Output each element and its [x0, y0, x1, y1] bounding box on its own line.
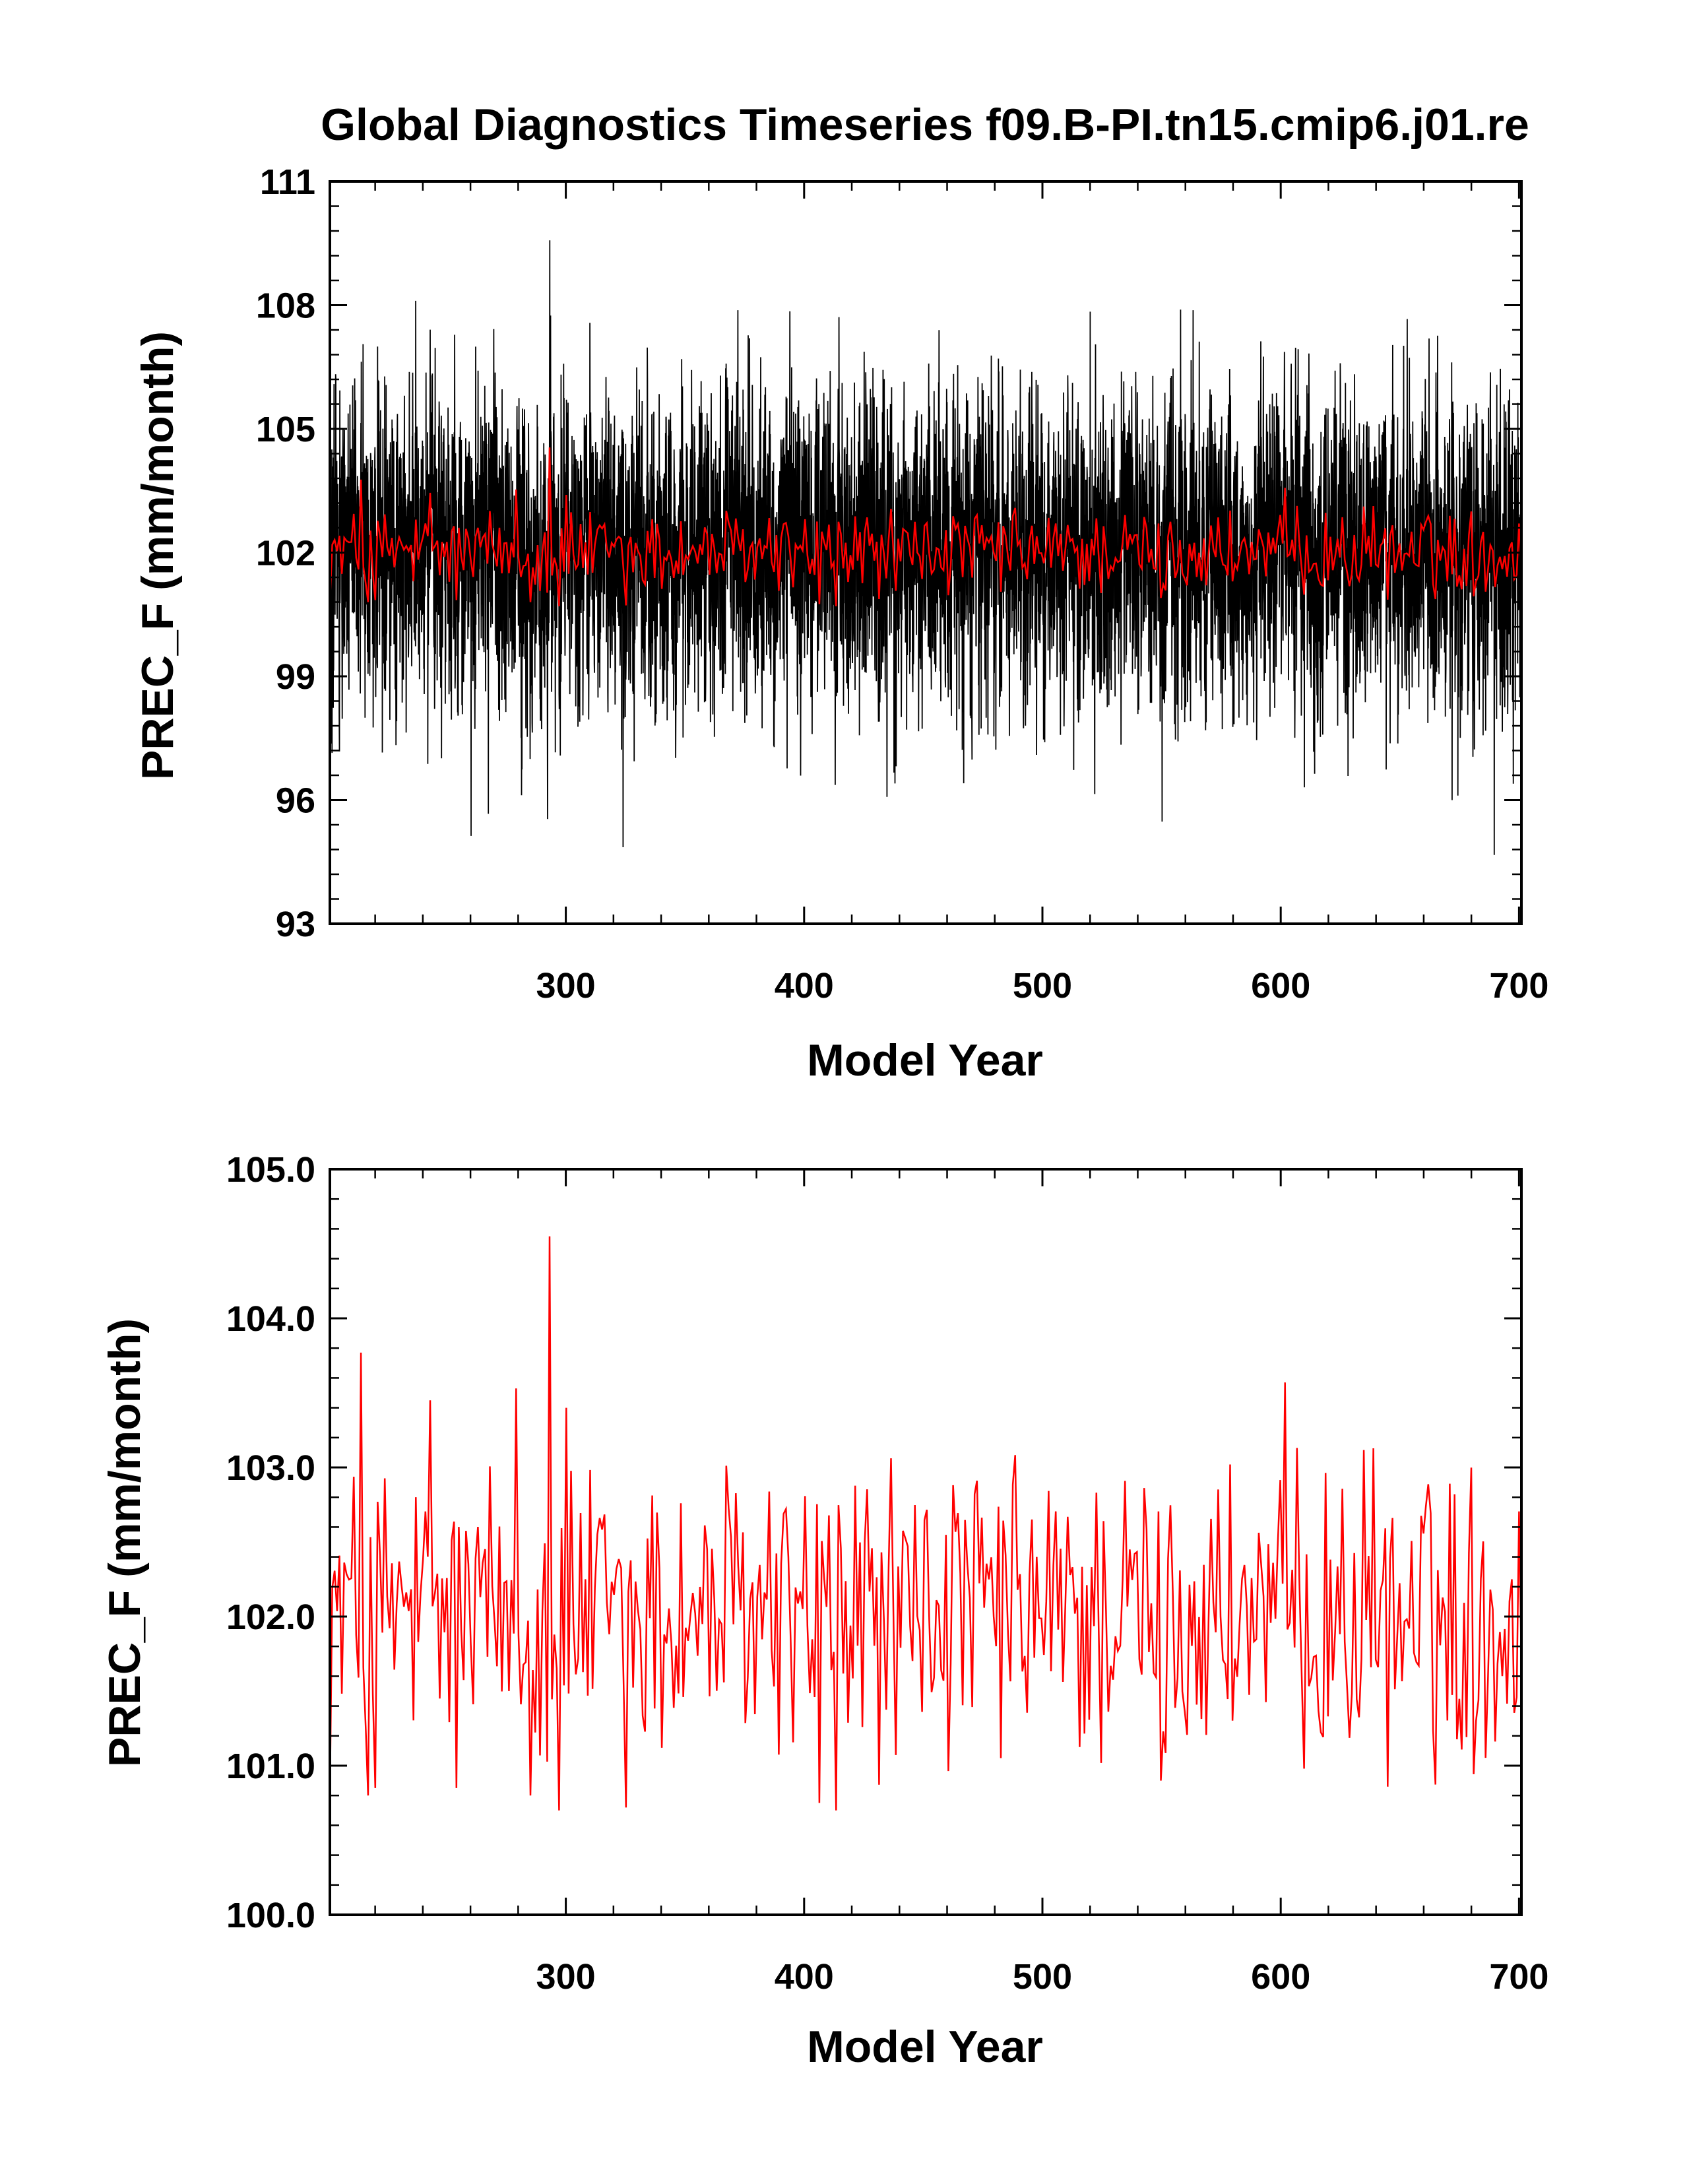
top-y-tick-label: 93: [276, 905, 315, 944]
bottom-axes: 300 400 500 600 700 100.0 101.0 102.0 103.0 104.0…: [226, 1150, 1549, 1997]
top-y-tick-label: 111: [260, 162, 315, 202]
monthly-series-line: [329, 240, 1522, 855]
top-y-tick-label: 102: [256, 534, 315, 573]
top-plot-area: [329, 240, 1523, 855]
bottom-y-tick-label: 103.0: [226, 1448, 315, 1488]
top-y-axis-label: PREC_F (mm/month): [133, 331, 183, 780]
top-y-tick-label: 96: [276, 781, 315, 821]
top-x-tick-label: 600: [1251, 966, 1310, 1006]
bottom-y-tick-label: 105.0: [226, 1150, 315, 1190]
bottom-y-tick-label: 100.0: [226, 1896, 315, 1935]
top-timeseries-panel: 300 400 500 600 700 93 96 99 102 105 108 111 Model …: [133, 162, 1548, 1085]
bottom-x-axis-label: Model Year: [807, 2022, 1043, 2072]
bottom-x-tick-label: 500: [1013, 1957, 1072, 1997]
top-x-tick-label: 700: [1489, 966, 1548, 1006]
top-y-tick-label: 108: [256, 286, 315, 326]
bottom-timeseries-panel: 300 400 500 600 700 100.0 101.0 102.0 103.0 104.0…: [100, 1150, 1548, 2072]
top-x-axis-label: Model Year: [807, 1035, 1043, 1085]
annual-series-line-bottom: [329, 1236, 1523, 1811]
top-x-tick-label: 300: [536, 966, 596, 1006]
bottom-y-tick-label: 104.0: [226, 1299, 315, 1339]
annual-series-line-top: [329, 447, 1523, 606]
bottom-plot-area: [329, 1236, 1523, 1811]
top-y-tick-label: 105: [256, 410, 315, 449]
top-x-tick-label: 400: [775, 966, 834, 1006]
bottom-x-tick-label: 400: [775, 1957, 834, 1997]
bottom-y-tick-label: 102.0: [226, 1597, 315, 1637]
bottom-x-tick-label: 600: [1251, 1957, 1310, 1997]
bottom-y-tick-label: 101.0: [226, 1747, 315, 1786]
bottom-x-tick-label: 300: [536, 1957, 596, 1997]
bottom-x-tick-label: 700: [1489, 1957, 1548, 1997]
chart-title: Global Diagnostics Timeseries f09.B-PI.t…: [321, 100, 1529, 150]
bottom-y-axis-label: PREC_F (mm/month): [100, 1318, 150, 1767]
top-axes: 300 400 500 600 700 93 96 99 102 105 108 111: [256, 162, 1549, 1006]
bottom-plot-frame: [329, 1168, 1523, 1916]
top-y-tick-label: 99: [276, 657, 315, 697]
top-x-tick-label: 500: [1013, 966, 1072, 1006]
